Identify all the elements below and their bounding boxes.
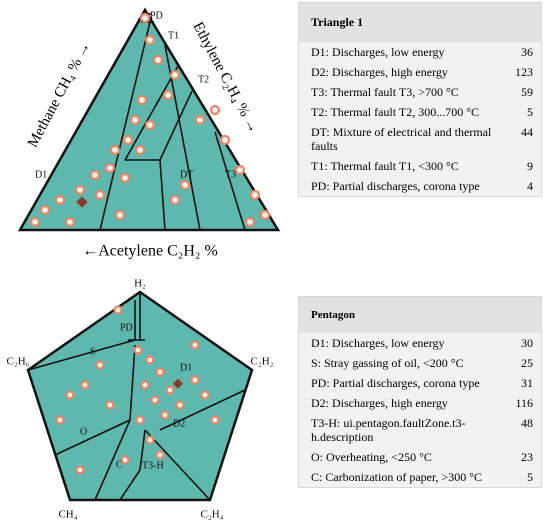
triangle-table: Triangle 1 D1: Discharges, low energy 36 D… (298, 2, 542, 197)
pentagon-points (55, 305, 220, 475)
fault-count: 4 (527, 179, 533, 193)
fault-label: C: Carbonization of paper, >300 °C (311, 470, 483, 484)
fault-count: 116 (515, 396, 533, 410)
table-row: S: Stray gassing of oil, <200 °C 25 (299, 353, 541, 373)
diagrams: PD T1 T2 D1 DT T3 Methane CH₄ % → Ethyle… (7, 7, 281, 521)
axis-label: ←Acetylene C₂H₂ % (82, 243, 218, 260)
vertex-label: H₂ (134, 278, 146, 290)
fault-count: 5 (527, 105, 533, 119)
fault-label: T3: Thermal fault T3, >700 °C (311, 85, 459, 99)
zone-label: D2 (173, 418, 185, 429)
zone-label: T3-H (142, 460, 164, 471)
table-row: D2: Discharges, high energy 116 (299, 393, 541, 413)
zone-label: PD (120, 322, 133, 333)
fault-label: O: Overheating, <250 °C (311, 450, 432, 464)
fault-label: PD: Partial discharges, corona type (311, 376, 480, 390)
table: D1: Discharges, low energy 36 D2: Discharg… (299, 42, 541, 196)
fault-count: 44 (521, 125, 533, 139)
fault-label: PD: Partial discharges, corona type (311, 179, 480, 193)
zone-label: D1 (180, 362, 192, 373)
table-row: C: Carbonization of paper, >300 °C 5 (299, 467, 541, 487)
fault-label: T3-H: ui.pentagon.faultZone.t3-h.descrip… (311, 416, 466, 444)
fault-count: 36 (521, 45, 533, 59)
zone-label: D1 (35, 169, 47, 180)
table-row: PD: Partial discharges, corona type 31 (299, 373, 541, 393)
fault-count: 23 (521, 450, 533, 464)
vertex-label: CH₄ (58, 509, 77, 521)
fault-label: S: Stray gassing of oil, <200 °C (311, 356, 464, 370)
triangle-points (29, 12, 271, 228)
fault-label: D1: Discharges, low energy (311, 45, 445, 59)
zone-label: O (80, 426, 87, 437)
table-row: O: Overheating, <250 °C 23 (299, 447, 541, 467)
fault-count: 5 (527, 470, 533, 484)
fault-label: T1: Thermal fault T1, <300 °C (311, 159, 459, 173)
fault-count: 25 (521, 356, 533, 370)
pentagon-table: Pentagon D1: Discharges, low energy 30 S: … (298, 296, 542, 488)
fault-label: D2: Discharges, high energy (311, 396, 448, 410)
zone-label: T3 (225, 169, 236, 180)
table-title: Triangle 1 (299, 3, 541, 42)
zone-label: PD (150, 10, 163, 21)
table-row: D1: Discharges, low energy 30 (299, 333, 541, 353)
table-row: T3-H: ui.pentagon.faultZone.t3-h.descrip… (299, 413, 541, 447)
vertex-label: C₂H₄ (201, 509, 224, 521)
fault-label: D1: Discharges, low energy (311, 336, 445, 350)
table-row: PD: Partial discharges, corona type 4 (299, 176, 541, 196)
fault-count: 9 (527, 159, 533, 173)
table-row: DT: Mixture of electrical and thermal fa… (299, 122, 541, 156)
zone-label: S (90, 346, 96, 357)
fault-count: 59 (521, 85, 533, 99)
zone-label: C (116, 459, 123, 470)
zone-label: T2 (198, 74, 209, 85)
vertex-label: C₂H₂ (251, 356, 274, 368)
table-row: T1: Thermal fault T1, <300 °C 9 (299, 156, 541, 176)
fault-label: DT: Mixture of electrical and thermal fa… (311, 125, 492, 153)
table-row: D2: Discharges, high energy 123 (299, 62, 541, 82)
table-row: D1: Discharges, low energy 36 (299, 42, 541, 62)
table-title: Pentagon (299, 297, 541, 333)
table-row: T3: Thermal fault T3, >700 °C 59 (299, 82, 541, 102)
table: D1: Discharges, low energy 30 S: Stray gas… (299, 333, 541, 487)
fault-count: 48 (521, 416, 533, 430)
fault-count: 30 (521, 336, 533, 350)
zone-label: DT (180, 169, 193, 180)
vertex-label: C₂H₆ (7, 356, 30, 368)
fault-count: 123 (515, 65, 533, 79)
fault-count: 31 (521, 376, 533, 390)
pentagon-zones (27, 292, 246, 501)
fault-label: T2: Thermal fault T2, 300...700 °C (311, 105, 479, 119)
table-row: T2: Thermal fault T2, 300...700 °C 5 (299, 102, 541, 122)
fault-label: D2: Discharges, high energy (311, 65, 448, 79)
zone-label: T1 (168, 30, 179, 41)
